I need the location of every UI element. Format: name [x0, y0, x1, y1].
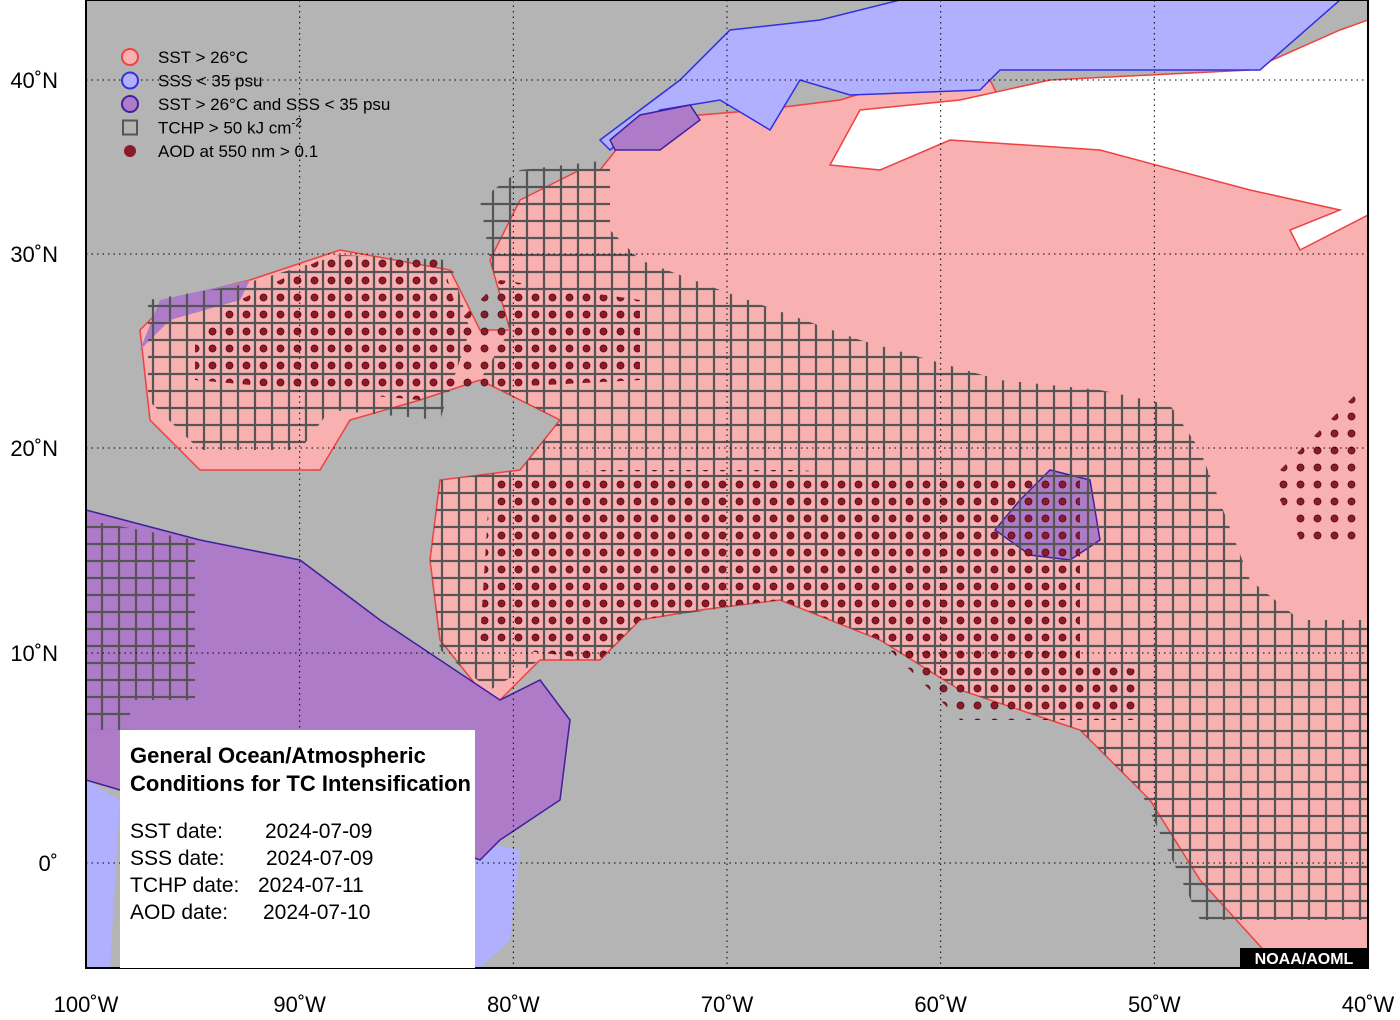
date-value: 2024-07-11 — [258, 874, 364, 897]
legend-label: SST > 26°C — [158, 48, 248, 67]
aod-dots — [480, 470, 1140, 720]
sss-region — [598, 0, 1342, 152]
info-title: General Ocean/Atmospheric — [130, 743, 426, 768]
info-box: General Ocean/Atmospheric Conditions for… — [120, 730, 475, 968]
y-tick-label: 0˚ — [38, 851, 58, 876]
x-tick-label: 40˚W — [1342, 992, 1395, 1017]
x-tick-label: 50˚W — [1128, 992, 1181, 1017]
y-tick-label: 30˚N — [10, 242, 58, 267]
date-value: 2024-07-09 — [265, 820, 372, 843]
y-tick-label: 20˚N — [10, 436, 58, 461]
legend-label: AOD at 550 nm > 0.1 — [158, 142, 318, 161]
date-value: 2024-07-10 — [263, 901, 370, 924]
credit-box — [1240, 948, 1368, 968]
legend-label: SSS < 35 psu — [158, 72, 262, 91]
legend-label: SST > 26°C and SSS < 35 psu — [158, 95, 390, 114]
y-tick-label: 10˚N — [10, 641, 58, 666]
legend-label: TCHP > 50 kJ cm-2 — [158, 116, 302, 138]
legend-item: AOD at 550 nm > 0.1 — [124, 142, 318, 161]
aod-dots — [195, 255, 640, 400]
legend-icon — [124, 145, 136, 157]
map-area: NOAA/AOML — [86, 0, 1368, 968]
legend-icon — [121, 95, 139, 113]
date-value: 2024-07-09 — [266, 847, 373, 870]
x-tick-label: 100˚W — [54, 992, 119, 1017]
info-dates: SST date: 2024-07-09 SSS date: 2024-07-09 TC… — [130, 820, 373, 924]
sss-region — [470, 840, 520, 968]
x-tick-label: 90˚W — [273, 992, 326, 1017]
y-tick-label: 40˚N — [10, 68, 58, 93]
date-label: SST date: — [130, 820, 223, 843]
credit: NOAA/AOML — [1255, 951, 1354, 968]
legend-item: SSS < 35 psu — [121, 71, 262, 91]
legend-icon — [121, 48, 139, 66]
tchp-grid — [86, 520, 195, 730]
date-label: AOD date: — [130, 901, 228, 924]
info-box-background — [120, 730, 475, 968]
x-tick-label: 60˚W — [914, 992, 967, 1017]
x-tick-label: 80˚W — [487, 992, 540, 1017]
legend-item: SST > 26°C and SSS < 35 psu — [121, 95, 390, 114]
aod-dots — [1270, 390, 1365, 550]
legend-item: TCHP > 50 kJ cm-2 — [122, 116, 302, 138]
legend: SST > 26°C SSS < 35 psu SST > 26°C and SSS… — [121, 48, 390, 161]
frame — [85, 0, 1369, 969]
legend-superscript: -2 — [291, 116, 302, 130]
legend-item: SST > 26°C — [121, 48, 248, 67]
date-label: SSS date: — [130, 847, 225, 870]
sss-region — [86, 780, 120, 968]
info-title: Conditions for TC Intensification — [130, 771, 471, 796]
legend-icon — [122, 119, 138, 136]
both-region — [609, 104, 702, 151]
cool-region — [828, 19, 1368, 252]
date-label: TCHP date: — [130, 874, 239, 897]
legend-icon — [121, 71, 139, 90]
x-tick-label: 70˚W — [701, 992, 754, 1017]
grid — [86, 0, 1368, 968]
